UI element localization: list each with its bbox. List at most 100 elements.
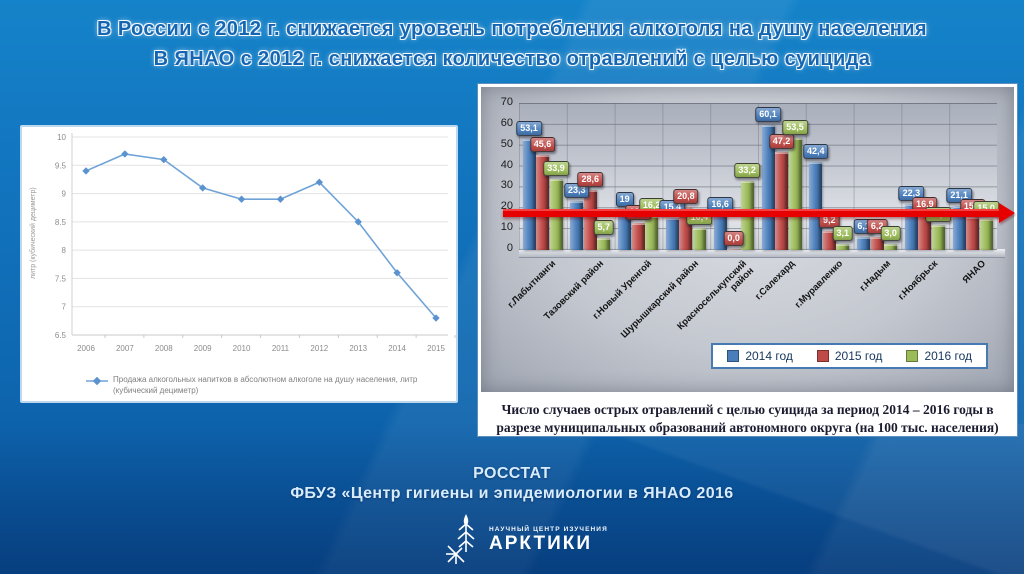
- category-label: ЯНАО: [960, 258, 989, 286]
- bar-legend-item: 2016 год: [906, 349, 972, 363]
- line-x-tick-label: 2009: [194, 344, 212, 353]
- bar: [788, 138, 802, 250]
- line-y-tick-label: 6.5: [55, 331, 67, 340]
- title-line-2: В ЯНАО с 2012 г. снижается количество от…: [153, 48, 871, 70]
- bar-legend-item: 2014 год: [727, 349, 793, 363]
- bar: [597, 238, 611, 250]
- category-label: г.Новый Уренгой: [590, 258, 654, 322]
- bar: [618, 210, 632, 250]
- line-x-tick-label: 2010: [233, 344, 251, 353]
- line-x-tick-label: 2008: [155, 344, 173, 353]
- line-x-tick-label: 2011: [272, 344, 290, 353]
- logo-text-top: НАУЧНЫЙ ЦЕНТР ИЗУЧЕНИЯ: [489, 526, 608, 533]
- bar: [857, 237, 871, 250]
- bar-value-label: 60,1: [755, 106, 781, 122]
- line-y-tick-label: 9: [62, 190, 67, 199]
- line-x-tick-label: 2014: [388, 344, 406, 353]
- bar-chart-area: 53,145,633,923,328,65,71913,016,215,420,…: [481, 87, 1015, 392]
- bar-y-tick-label: 0: [506, 242, 513, 254]
- footer-line-1: РОССТАТ: [473, 465, 551, 482]
- legend-series-label: 2015 год: [834, 349, 883, 363]
- bar: [727, 249, 741, 250]
- line-y-tick-label: 8: [62, 246, 67, 255]
- line-data-point: [82, 167, 90, 175]
- category-label: г.Муравленко: [792, 258, 845, 311]
- bar-value-label: 5,7: [593, 220, 615, 236]
- bar-y-tick-label: 10: [500, 221, 513, 234]
- bar-value-label: 33,9: [543, 161, 569, 177]
- bar-value-label: 3,0: [880, 225, 901, 241]
- bar-value-label: 53,1: [516, 121, 542, 137]
- bar-value-label: 19: [615, 192, 634, 208]
- footer-line-2: ФБУЗ «Центр гигиены и эпидемиологии в ЯН…: [290, 485, 734, 502]
- bar-y-tick-label: 30: [500, 179, 513, 192]
- bar-value-label: 9,2: [819, 212, 840, 228]
- bar-value-label: 47,2: [768, 133, 795, 149]
- line-x-tick-label: 2015: [427, 344, 445, 353]
- bar: [631, 222, 645, 250]
- slide-title: В России с 2012 г. снижается уровень пот…: [0, 14, 1024, 74]
- line-data-point: [237, 195, 246, 203]
- bar-value-label: 28,6: [577, 172, 604, 188]
- bar: [952, 206, 966, 250]
- bar: [979, 218, 993, 250]
- bar: [931, 224, 945, 250]
- bar: [645, 216, 659, 250]
- bar-value-label: 22,3: [898, 185, 925, 201]
- bar-chart-legend: 2014 год 2015 год 2016 год: [711, 343, 988, 369]
- line-data-point: [354, 218, 362, 226]
- bar: [809, 161, 823, 250]
- line-y-tick-label: 8.5: [55, 218, 67, 227]
- category-label: г.Надым: [857, 258, 893, 294]
- bar-y-tick-label: 40: [500, 158, 513, 171]
- line-x-tick-label: 2007: [116, 344, 134, 353]
- line-y-tick-label: 9.5: [55, 161, 67, 170]
- bar-chart-wall: 53,145,633,923,328,65,71913,016,215,420,…: [516, 103, 999, 250]
- category-label: г.Ноябрьск: [896, 258, 941, 303]
- arctic-center-logo: НАУЧНЫЙ ЦЕНТР ИЗУЧЕНИЯ АРКТИКИ: [446, 514, 608, 566]
- legend-swatch-icon: [906, 350, 919, 362]
- bar-y-tick-label: 50: [500, 137, 513, 150]
- line-y-tick-label: 10: [57, 133, 66, 142]
- snowflake-branch-icon: [446, 514, 475, 564]
- alcohol-line-chart-card: 10 9.5 9 8.5 8 7.5 7 6.5 2006 2007 2008 2009 2010 201…: [20, 125, 458, 403]
- bar: [918, 214, 932, 250]
- bar-value-label: 42,4: [803, 143, 829, 159]
- line-data-point: [432, 314, 440, 322]
- bar-chart-caption: Число случаев острых отравлений с целью …: [496, 402, 999, 436]
- bar: [966, 217, 980, 250]
- category-label: Тазовский район: [541, 258, 606, 323]
- legend-swatch-icon: [816, 350, 829, 362]
- logo-text: НАУЧНЫЙ ЦЕНТР ИЗУЧЕНИЯ АРКТИКИ: [489, 526, 608, 554]
- bar: [836, 243, 850, 250]
- bar: [583, 190, 597, 250]
- line-x-tick-label: 2006: [77, 344, 95, 353]
- red-trend-arrow-head: [999, 202, 1015, 223]
- bar-value-label: 3,1: [832, 225, 854, 241]
- line-y-tick-label: 7.5: [55, 274, 67, 283]
- legend-swatch-icon: [727, 350, 740, 362]
- line-y-tick-label: 7: [62, 303, 67, 312]
- bar: [775, 151, 788, 250]
- line-x-tick-label: 2012: [310, 344, 328, 353]
- red-trend-arrow: [503, 208, 1001, 217]
- bar: [761, 124, 775, 250]
- bar: [522, 139, 536, 250]
- line-x-tick-label: 2013: [349, 344, 367, 353]
- line-y-axis-title: литр (кубический дециметр): [29, 187, 37, 279]
- bar: [870, 237, 884, 250]
- bar: [536, 154, 549, 250]
- bar: [884, 243, 898, 250]
- legend-series-label: 2016 год: [924, 349, 972, 363]
- line-chart-legend: Продажа алкогольных напитков в абсолютно…: [86, 375, 442, 396]
- line-legend-marker-icon: [86, 376, 108, 388]
- line-chart-plot: 10 9.5 9 8.5 8 7.5 7 6.5 2006 2007 2008 2009 2010 201…: [29, 133, 456, 353]
- bar-value-label: 0,0: [723, 231, 744, 246]
- title-line-1: В России с 2012 г. снижается уровень пот…: [97, 18, 927, 40]
- footer-source: РОССТАТ ФБУЗ «Центр гигиены и эпидемиоло…: [0, 464, 1024, 504]
- legend-series-label: 2014 год: [745, 349, 793, 363]
- line-data-point: [393, 269, 401, 277]
- bar-y-tick-label: 70: [500, 96, 513, 108]
- line-data-point: [121, 150, 129, 158]
- line-series: [85, 153, 437, 319]
